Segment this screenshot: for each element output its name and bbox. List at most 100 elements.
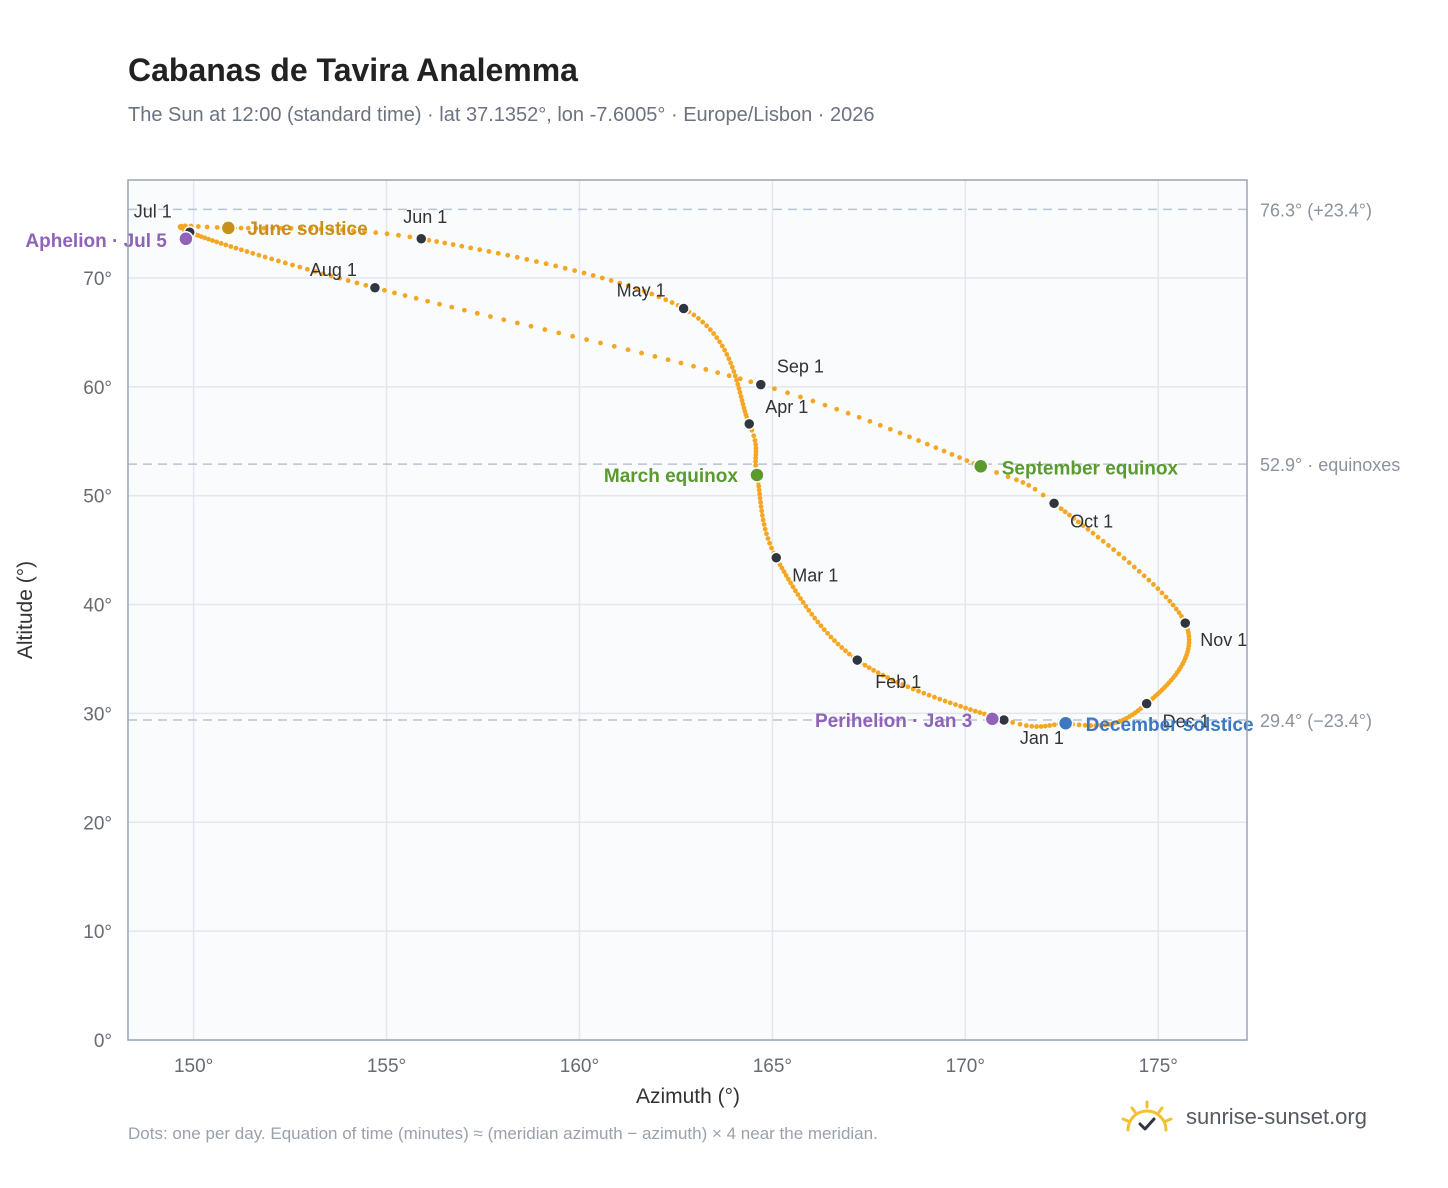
day-dot <box>764 531 769 537</box>
day-dot <box>426 237 432 243</box>
day-dot <box>905 684 911 690</box>
month-marker <box>769 551 783 564</box>
day-dot <box>1131 564 1137 570</box>
day-dot <box>949 451 955 457</box>
day-dot <box>290 262 295 268</box>
event-marker <box>178 231 194 247</box>
day-dot <box>329 227 335 232</box>
day-dot <box>921 690 927 696</box>
day-dot <box>250 250 256 256</box>
day-dot <box>757 495 763 501</box>
day-dot <box>765 536 771 541</box>
day-dot <box>669 300 675 305</box>
day-dot <box>821 627 827 633</box>
day-dot <box>581 270 587 276</box>
sun-logo-icon <box>1121 1100 1173 1132</box>
day-dot <box>735 381 741 387</box>
day-dot <box>1155 586 1161 592</box>
day-dot <box>947 700 953 706</box>
day-dot <box>810 398 816 404</box>
day-dot <box>617 280 623 286</box>
day-dot <box>729 364 735 370</box>
day-dot <box>649 291 655 297</box>
event-marker <box>973 458 989 475</box>
day-dot <box>354 280 360 286</box>
day-dot <box>442 240 448 246</box>
day-dot <box>1116 551 1122 557</box>
y-axis-title: Altitude (°) <box>14 561 37 659</box>
day-dot <box>941 448 947 454</box>
day-dot <box>584 337 589 343</box>
day-dot <box>244 249 250 254</box>
day-dot <box>1042 723 1048 729</box>
day-dot <box>957 455 962 460</box>
day-dot <box>392 290 397 296</box>
day-dot <box>924 441 930 447</box>
day-dot <box>639 350 644 356</box>
day-dot <box>958 703 963 709</box>
day-dot <box>785 390 790 396</box>
day-dot <box>382 287 387 293</box>
day-dot <box>839 645 845 650</box>
day-dot <box>337 275 343 281</box>
day-dot <box>1111 547 1117 553</box>
day-dot <box>514 254 520 260</box>
day-dot <box>270 225 276 231</box>
day-dot <box>204 224 210 230</box>
day-dot <box>717 339 723 345</box>
day-dot <box>788 580 794 586</box>
day-dot <box>871 667 877 673</box>
day-dot <box>719 343 725 349</box>
day-dot <box>1062 509 1068 515</box>
day-dot <box>812 615 818 621</box>
day-dot <box>756 487 762 493</box>
day-dot <box>800 600 806 605</box>
day-dot <box>767 540 773 546</box>
month-marker-label: Oct 1 <box>1070 511 1113 531</box>
month-marker-label: Feb 1 <box>875 672 921 692</box>
day-dot <box>897 430 903 436</box>
event-marker <box>220 220 237 236</box>
day-dot <box>437 301 442 307</box>
day-dot <box>590 273 596 278</box>
day-dot <box>345 278 351 283</box>
day-dot <box>771 386 777 392</box>
reference-line-label: 52.9° · equinoxes <box>1260 455 1400 475</box>
day-dot <box>691 312 697 318</box>
month-marker-label: Jul 1 <box>134 201 172 221</box>
day-dot <box>656 294 662 300</box>
y-tick-label: 20° <box>83 813 112 834</box>
day-dot <box>641 288 647 294</box>
day-dot <box>351 228 356 234</box>
day-dot <box>1029 723 1035 729</box>
month-marker-label: Jun 1 <box>403 207 447 227</box>
brand[interactable]: sunrise-sunset.org <box>1120 1100 1367 1134</box>
day-dot <box>312 269 318 274</box>
day-dot <box>757 491 763 497</box>
day-dot <box>1010 720 1016 725</box>
day-dot <box>297 264 303 270</box>
day-dot <box>834 406 840 412</box>
day-dot <box>1082 722 1088 728</box>
day-dot <box>599 275 605 281</box>
day-dot <box>459 243 465 249</box>
day-dot <box>856 414 862 420</box>
plot-area <box>128 180 1247 1040</box>
day-dot <box>691 363 696 369</box>
day-dot <box>880 672 886 678</box>
day-dot <box>738 394 744 399</box>
x-tick-label: 170° <box>946 1056 985 1077</box>
event-marker-label: September equinox <box>1002 458 1179 479</box>
day-dot <box>1023 723 1029 728</box>
day-dot <box>1146 577 1152 583</box>
day-dot <box>809 611 815 617</box>
axis-ticks: 150° 155° 160° 165° 170° 175° 0° 10° 20° 30° 40° 50… <box>83 269 1178 1077</box>
day-dot <box>761 522 767 527</box>
day-dot <box>1017 721 1023 727</box>
day-dot <box>363 282 369 288</box>
day-dot <box>298 226 304 231</box>
day-dot <box>753 442 759 447</box>
day-dot <box>972 708 978 714</box>
day-dot <box>1176 610 1182 616</box>
